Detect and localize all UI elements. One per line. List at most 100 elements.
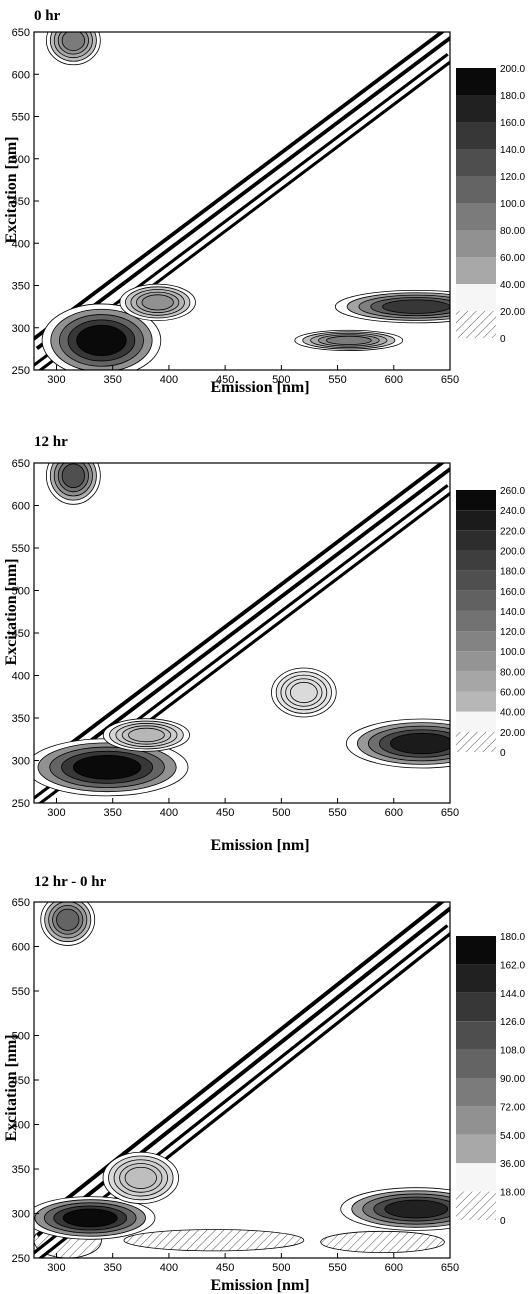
colorbar: 180.0 162.0 144.0 126.0 108.0 90.00 72.00 54.00…	[456, 932, 525, 1227]
colorbar-swatch	[456, 510, 496, 531]
x-tick-label: 350	[104, 374, 122, 386]
y-tick-label: 300	[12, 323, 30, 335]
y-tick-label: 350	[12, 281, 30, 293]
colorbar-swatch	[456, 1021, 496, 1050]
colorbar-tick-label: 100.0	[500, 647, 525, 658]
colorbar-swatch	[456, 691, 496, 712]
contour-peak	[382, 299, 450, 314]
x-tick-label: 600	[385, 1262, 403, 1274]
colorbar-tick-label: 180.0	[500, 567, 525, 578]
colorbar-swatch	[456, 284, 496, 311]
colorbar-tick-label: 220.0	[500, 526, 525, 537]
colorbar-tick-label: 140.0	[500, 607, 525, 618]
colorbar-tick-label: 40.00	[500, 280, 525, 291]
panel-0-hr: 0 hr 300 350 400 450 500 550 600 650 250 300 350 40…	[3, 8, 525, 396]
colorbar-tick-label: 90.00	[500, 1074, 525, 1085]
y-tick-label: 300	[12, 756, 30, 768]
contour-peak	[289, 681, 318, 704]
peaks	[34, 463, 450, 797]
y-tick-label: 300	[12, 1209, 30, 1221]
x-tick-label: 500	[272, 807, 290, 819]
contour-peak	[72, 754, 142, 780]
colorbar-swatch	[456, 731, 496, 752]
colorbar-tick-label: 108.0	[500, 1046, 525, 1057]
colorbar-swatch	[456, 550, 496, 571]
colorbar-swatch	[456, 590, 496, 611]
x-tick-label: 550	[328, 807, 346, 819]
panel-title: 12 hr	[34, 434, 68, 450]
y-tick-label: 550	[12, 112, 30, 124]
x-tick-label: 400	[160, 807, 178, 819]
colorbar-swatch	[456, 964, 496, 993]
colorbar-swatch	[456, 68, 496, 95]
contour-peak	[384, 1199, 449, 1219]
colorbar-tick-label: 54.00	[500, 1131, 525, 1142]
y-axis-label: Excitation [nm]	[3, 558, 20, 665]
x-tick-label: 600	[385, 807, 403, 819]
contour-peak	[325, 335, 372, 346]
colorbar-tick-label: 100.0	[500, 199, 525, 210]
peaks	[34, 902, 450, 1240]
colorbar-tick-label: 20.00	[500, 728, 525, 739]
colorbar-tick-label: 126.0	[500, 1017, 525, 1028]
colorbar-tick-label: 0	[500, 748, 506, 759]
colorbar-swatch	[456, 203, 496, 230]
colorbar-swatch	[456, 1049, 496, 1078]
contour-peak	[390, 732, 450, 755]
x-tick-label: 650	[441, 374, 459, 386]
contour-peak	[62, 1208, 118, 1228]
y-tick-label: 550	[12, 986, 30, 998]
colorbar-swatch	[456, 1078, 496, 1107]
colorbar-tick-label: 60.00	[500, 688, 525, 699]
x-tick-label: 500	[272, 1262, 290, 1274]
x-tick-label: 550	[328, 1262, 346, 1274]
colorbar-swatch	[456, 176, 496, 203]
colorbar-swatch	[456, 95, 496, 122]
colorbar-tick-label: 60.00	[500, 253, 525, 264]
colorbar-tick-label: 120.0	[500, 627, 525, 638]
colorbar-tick-label: 144.0	[500, 989, 525, 1000]
y-tick-label: 650	[12, 897, 30, 909]
colorbar-tick-label: 260.0	[500, 486, 525, 497]
y-tick-label: 450	[12, 196, 30, 208]
contour-peak	[61, 32, 85, 51]
scatter-band-inner	[34, 32, 450, 348]
y-tick-label: 500	[12, 586, 30, 598]
y-tick-label: 350	[12, 713, 30, 725]
colorbar-swatch	[456, 122, 496, 149]
y-tick-label: 650	[12, 458, 30, 470]
colorbar-tick-label: 162.0	[500, 960, 525, 971]
colorbar-tick-label: 160.0	[500, 587, 525, 598]
y-tick-label: 350	[12, 1164, 30, 1176]
contour-peak	[128, 727, 165, 743]
x-axis-label: Emission [nm]	[210, 1277, 309, 1294]
plot-area: 300 350 400 450 500 550 600 650 250 300 350 400 450 5…	[12, 897, 460, 1274]
y-tick-label: 600	[12, 501, 30, 513]
colorbar-swatch	[456, 992, 496, 1022]
y-tick-label: 250	[12, 365, 30, 377]
x-tick-label: 300	[47, 807, 65, 819]
colorbar-tick-label: 180.0	[500, 932, 525, 943]
colorbar-swatch	[456, 711, 496, 732]
colorbar-tick-label: 40.00	[500, 708, 525, 719]
panel-title: 0 hr	[34, 8, 61, 24]
y-tick-label: 500	[12, 154, 30, 166]
contour-peak	[56, 908, 80, 931]
y-tick-label: 250	[12, 1253, 30, 1265]
y-tick-label: 550	[12, 543, 30, 555]
scatter-band-inner	[34, 463, 450, 780]
y-tick-label: 400	[12, 1120, 30, 1132]
colorbar-tick-label: 160.0	[500, 118, 525, 129]
colorbar-tick-label: 20.00	[500, 307, 525, 318]
y-axis-label: Excitation [nm]	[3, 136, 20, 243]
colorbar-swatch	[456, 257, 496, 284]
peaks	[41, 32, 450, 370]
colorbar-swatch	[456, 1134, 496, 1164]
colorbar-swatch	[456, 610, 496, 632]
colorbar-tick-label: 200.0	[500, 64, 525, 75]
panel-title: 12 hr - 0 hr	[34, 874, 107, 890]
colorbar-tick-label: 120.0	[500, 172, 525, 183]
y-tick-label: 450	[12, 628, 30, 640]
panel-12-hr: 12 hr 300 350 400 450 500 550 600 650 250 300 350 4…	[3, 434, 525, 854]
